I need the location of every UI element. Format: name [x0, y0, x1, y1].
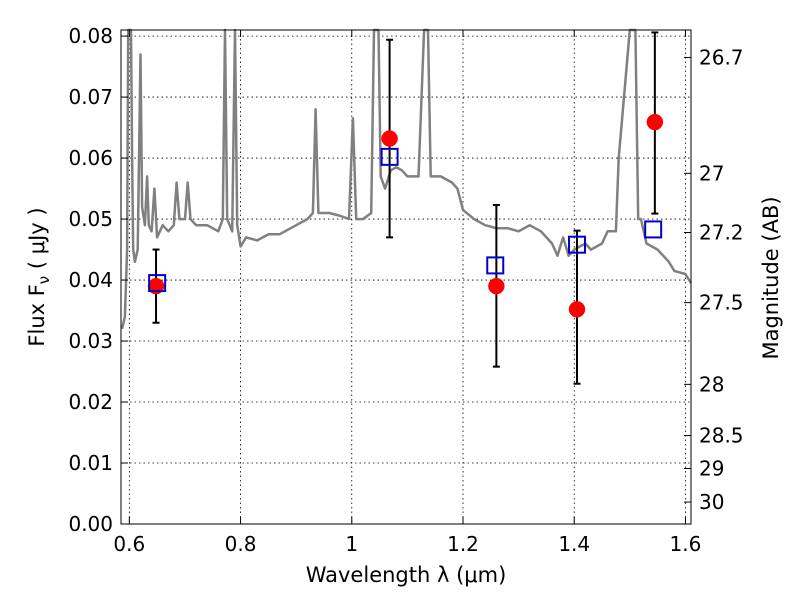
y-tick-label: 0.00: [68, 512, 113, 536]
model-point-square: [644, 220, 663, 239]
measured-points: [147, 113, 664, 318]
y-axis-label: Flux Fν ( μJy ): [25, 207, 53, 346]
x-tick-label: 1.2: [447, 532, 479, 556]
y-axis-label-sub: ν: [35, 276, 53, 284]
right-tick-label: 26.7: [699, 45, 744, 69]
right-tick-label: 30: [699, 490, 724, 514]
x-tick-label: 1.4: [558, 532, 590, 556]
data-point-circle: [488, 277, 505, 295]
x-axis-label: Wavelength λ (μm): [306, 563, 507, 587]
y-tick-label: 0.04: [68, 268, 113, 292]
x-tick-label: 0.8: [225, 532, 257, 556]
y-axis-label-unit: ( μJy ): [25, 207, 49, 275]
right-tick-label: 27.5: [699, 291, 744, 315]
y-tick-label: 0.05: [68, 207, 113, 231]
x-tick-label: 0.6: [113, 532, 145, 556]
right-tick-label: 29: [699, 457, 724, 481]
data-point-circle: [646, 113, 664, 131]
model-point-square: [568, 235, 586, 254]
y-tick-label: 0.08: [68, 24, 113, 48]
y-tick-label: 0.07: [68, 85, 113, 109]
axis-ticks: 0.6 0.8 1 1.2 1.4 1.6 0.00 0.01 0.02 0.03 0.04 0.05…: [68, 24, 743, 556]
model-points: [148, 147, 663, 293]
y-tick-label: 0.03: [68, 329, 113, 353]
right-axis-label: Magnitude (AB): [759, 196, 783, 359]
right-tick-label: 28.5: [699, 424, 744, 448]
y-tick-label: 0.02: [68, 390, 113, 414]
model-point-square: [380, 147, 399, 166]
right-tick-label: 27.2: [699, 220, 744, 244]
plot-background: [121, 30, 691, 524]
right-tick-label: 27: [699, 161, 724, 185]
y-tick-label: 0.06: [68, 146, 113, 170]
x-tick-label: 1.6: [670, 532, 702, 556]
plot-frame: [120, 29, 692, 525]
data-point-circle: [381, 130, 398, 147]
data-point-circle: [568, 301, 586, 318]
y-axis-label-main: Flux F: [25, 284, 49, 346]
model-point-square: [486, 256, 505, 275]
y-tick-label: 0.01: [68, 451, 113, 475]
x-tick-label: 1: [345, 532, 358, 556]
right-tick-label: 28: [699, 372, 724, 396]
model-point-square: [148, 274, 167, 293]
